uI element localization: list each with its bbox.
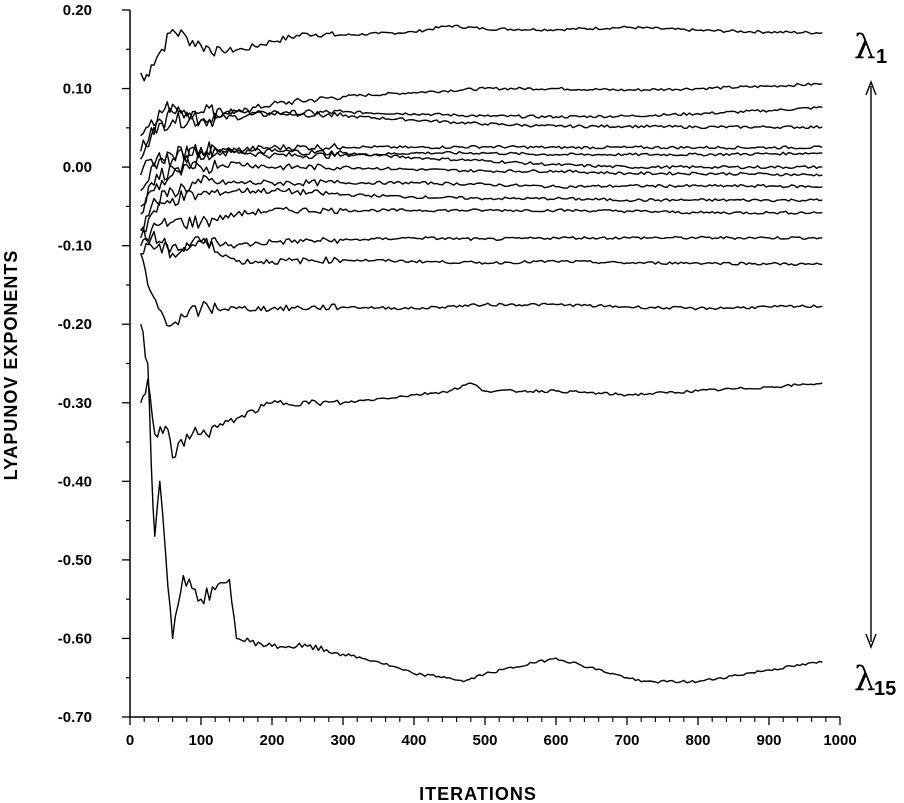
lyapunov-series-4 xyxy=(140,104,823,160)
x-tick-label: 100 xyxy=(188,732,213,749)
y-tick-label: 0.10 xyxy=(63,81,92,98)
lyapunov-series-5 xyxy=(140,143,823,192)
y-tick-label: 0.00 xyxy=(63,159,92,176)
y-tick-label: 0.20 xyxy=(63,2,92,19)
y-tick-label: -0.50 xyxy=(58,552,92,569)
lyapunov-series-12 xyxy=(140,230,823,255)
series-layer xyxy=(140,24,823,684)
x-tick-label: 300 xyxy=(330,732,355,749)
lambda-15-symbol: λ xyxy=(854,659,876,699)
y-axis: 0.20 0.10 0.00 -0.10 -0.20 -0.30 -0.40 -0.50 -0.… xyxy=(58,2,130,726)
y-tick-label: -0.10 xyxy=(58,238,92,255)
x-tick-label: 600 xyxy=(543,732,568,749)
y-axis-title: LYAPUNOV EXPONENTS xyxy=(1,250,21,481)
lyapunov-series-3 xyxy=(140,106,823,152)
y-tick-label: -0.70 xyxy=(58,709,92,726)
y-tick-label: -0.30 xyxy=(58,395,92,412)
x-tick-label: 200 xyxy=(259,732,284,749)
lyapunov-series-7 xyxy=(140,148,823,207)
x-tick-label: 800 xyxy=(685,732,710,749)
x-axis-title: ITERATIONS xyxy=(419,784,537,803)
lambda-15-subscript: 15 xyxy=(874,678,896,700)
x-tick-label: 700 xyxy=(614,732,639,749)
lyapunov-series-13 xyxy=(140,226,823,266)
lambda-15-label: λ 15 xyxy=(854,659,896,700)
y-tick-label: -0.60 xyxy=(58,630,92,647)
lyapunov-series-10 xyxy=(140,187,823,239)
y-tick-label: -0.20 xyxy=(58,316,92,333)
x-tick-label: 900 xyxy=(756,732,781,749)
lyapunov-series-1 xyxy=(140,24,823,82)
x-tick-label: 400 xyxy=(401,732,426,749)
range-arrow xyxy=(865,80,877,649)
x-axis: 0 100 200 300 400 500 600 700 800 900 1000 xyxy=(126,717,857,749)
lyapunov-series-14 xyxy=(140,253,823,327)
lambda-1-symbol: λ xyxy=(854,27,876,67)
x-tick-label: 0 xyxy=(126,732,134,749)
x-tick-label: 1000 xyxy=(823,732,856,749)
lyapunov-series-15 xyxy=(140,378,823,459)
lambda-1-subscript: 1 xyxy=(876,46,887,68)
y-tick-label: -0.40 xyxy=(58,473,92,490)
x-tick-label: 500 xyxy=(472,732,497,749)
lyapunov-series-9 xyxy=(140,174,823,232)
lyapunov-series-16 xyxy=(140,323,823,684)
lyapunov-series-6 xyxy=(140,141,823,176)
lyapunov-series-11 xyxy=(140,206,823,246)
lyapunov-series-8 xyxy=(140,159,823,215)
lyapunov-series-2 xyxy=(140,82,823,137)
lambda-1-label: λ 1 xyxy=(854,27,887,68)
